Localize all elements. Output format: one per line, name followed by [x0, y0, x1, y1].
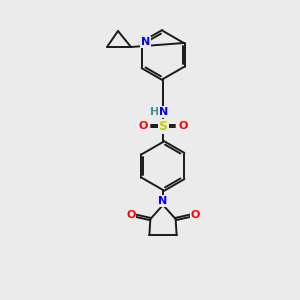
Text: O: O: [138, 121, 148, 131]
Text: N: N: [159, 107, 169, 117]
Text: O: O: [126, 210, 136, 220]
Text: H: H: [150, 107, 160, 117]
Text: N: N: [141, 37, 150, 47]
Text: O: O: [178, 121, 188, 131]
Text: S: S: [158, 119, 167, 133]
Text: N: N: [158, 196, 168, 206]
Text: O: O: [190, 210, 200, 220]
